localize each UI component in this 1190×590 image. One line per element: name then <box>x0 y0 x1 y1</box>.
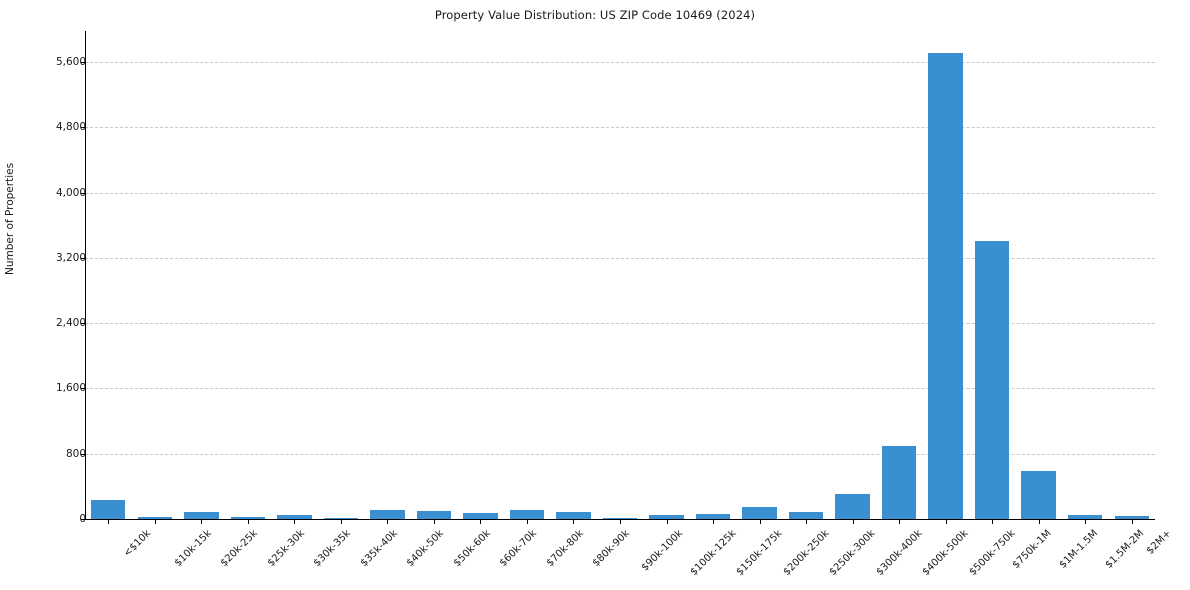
y-tick-label: 4,000 <box>55 186 86 199</box>
gridline <box>85 62 1155 63</box>
bar[interactable] <box>91 499 126 519</box>
y-axis-label: Number of Properties <box>4 162 16 275</box>
x-tick-label: $300k-400k <box>874 528 925 579</box>
gridline <box>85 127 1155 129</box>
x-axis-spine <box>85 519 1155 520</box>
gridlines <box>85 31 1155 519</box>
y-axis-spine <box>85 31 86 520</box>
y-tick-mark <box>81 192 85 194</box>
bar[interactable] <box>416 511 452 519</box>
gridline <box>85 453 1155 455</box>
y-tick-label: 800 <box>65 447 86 460</box>
x-tick-mark <box>806 520 808 524</box>
y-tick-label: 4,800 <box>55 121 86 134</box>
x-tick-label: $35k-40k <box>358 528 400 570</box>
x-tick-mark <box>201 520 203 524</box>
x-tick-label: $90k-100k <box>639 528 686 574</box>
x-tick-mark <box>852 520 854 524</box>
x-tick-label: $70k-80k <box>544 528 586 570</box>
x-tick-label: $150k-175k <box>734 528 785 579</box>
bar[interactable] <box>881 445 917 519</box>
x-tick-mark <box>759 520 761 524</box>
x-tick-label: $40k-50k <box>405 528 447 570</box>
x-tick-mark <box>620 520 621 524</box>
x-tick-mark <box>945 520 947 524</box>
bar[interactable] <box>277 514 312 519</box>
x-tick-label: $20k-25k <box>219 528 261 570</box>
bar-series <box>85 31 1155 519</box>
y-tick-mark <box>81 388 85 390</box>
x-tick-mark <box>108 520 110 524</box>
bar[interactable] <box>1021 470 1056 519</box>
gridline <box>85 388 1155 390</box>
x-tick-label: $10k-15k <box>172 528 214 570</box>
x-tick-label: $200k-250k <box>781 528 832 579</box>
x-tick-mark <box>899 520 901 524</box>
y-tick-mark <box>81 323 85 325</box>
x-tick-mark <box>387 520 389 524</box>
y-tick-mark <box>81 257 85 259</box>
x-tick-mark <box>154 520 156 524</box>
bar[interactable] <box>509 510 545 519</box>
x-tick-label: $2M+ <box>1144 528 1174 557</box>
y-tick-label: 5,600 <box>55 56 86 68</box>
gridline <box>85 192 1155 194</box>
bar[interactable] <box>835 493 870 519</box>
x-tick-mark <box>480 520 482 524</box>
y-tick-mark <box>81 62 85 63</box>
x-tick-mark <box>666 520 668 524</box>
y-tick-label: 3,200 <box>55 251 86 264</box>
gridline <box>85 323 1155 325</box>
x-tick-label: $80k-90k <box>591 528 633 570</box>
x-tick-mark <box>1085 520 1087 524</box>
x-tick-label: $50k-60k <box>451 528 493 570</box>
x-tick-label: <$10k <box>121 528 154 560</box>
bar[interactable] <box>1114 516 1149 519</box>
chart-title: Property Value Distribution: US ZIP Code… <box>434 8 756 22</box>
y-tick-mark <box>81 519 85 520</box>
bar[interactable] <box>742 507 777 519</box>
bar[interactable] <box>788 512 824 519</box>
x-tick-mark <box>1038 520 1040 524</box>
x-tick-mark <box>340 520 342 524</box>
bar[interactable] <box>463 513 498 519</box>
x-tick-label: $30k-35k <box>312 528 354 570</box>
bar[interactable] <box>370 509 405 519</box>
bar[interactable] <box>602 517 638 519</box>
x-tick-label: $25k-30k <box>265 528 307 570</box>
bar[interactable] <box>649 514 684 519</box>
x-tick-label: $500k-750k <box>967 528 1018 579</box>
x-tick-mark <box>992 520 994 524</box>
y-tick-label: 1,600 <box>55 382 86 395</box>
bar[interactable] <box>230 517 266 519</box>
y-tick-mark <box>81 127 85 129</box>
bar[interactable] <box>928 53 963 519</box>
x-tick-label: $100k-125k <box>688 528 739 579</box>
plot-area <box>85 31 1155 519</box>
x-tick-mark <box>1131 520 1133 524</box>
x-tick-label: $60k-70k <box>498 528 540 570</box>
bar[interactable] <box>137 516 172 519</box>
x-tick-label: $1M-1.5M <box>1057 528 1100 571</box>
bar[interactable] <box>695 513 731 519</box>
x-tick-mark <box>713 520 715 524</box>
y-tick-mark <box>81 453 85 455</box>
bar[interactable] <box>184 511 219 519</box>
x-tick-label: $250k-300k <box>827 528 878 579</box>
x-tick-mark <box>526 520 528 524</box>
bar[interactable] <box>974 240 1010 519</box>
bar[interactable] <box>556 512 591 519</box>
gridline <box>85 257 1155 259</box>
x-tick-mark <box>294 520 296 524</box>
x-tick-label: $1.5M-2M <box>1103 528 1147 571</box>
y-tick-label: 2,400 <box>55 317 86 330</box>
x-tick-mark <box>433 520 435 524</box>
x-tick-mark <box>247 520 249 524</box>
bar[interactable] <box>323 517 359 519</box>
x-tick-mark <box>573 520 575 524</box>
x-tick-label: $400k-500k <box>920 528 971 579</box>
bar[interactable] <box>1068 514 1103 519</box>
